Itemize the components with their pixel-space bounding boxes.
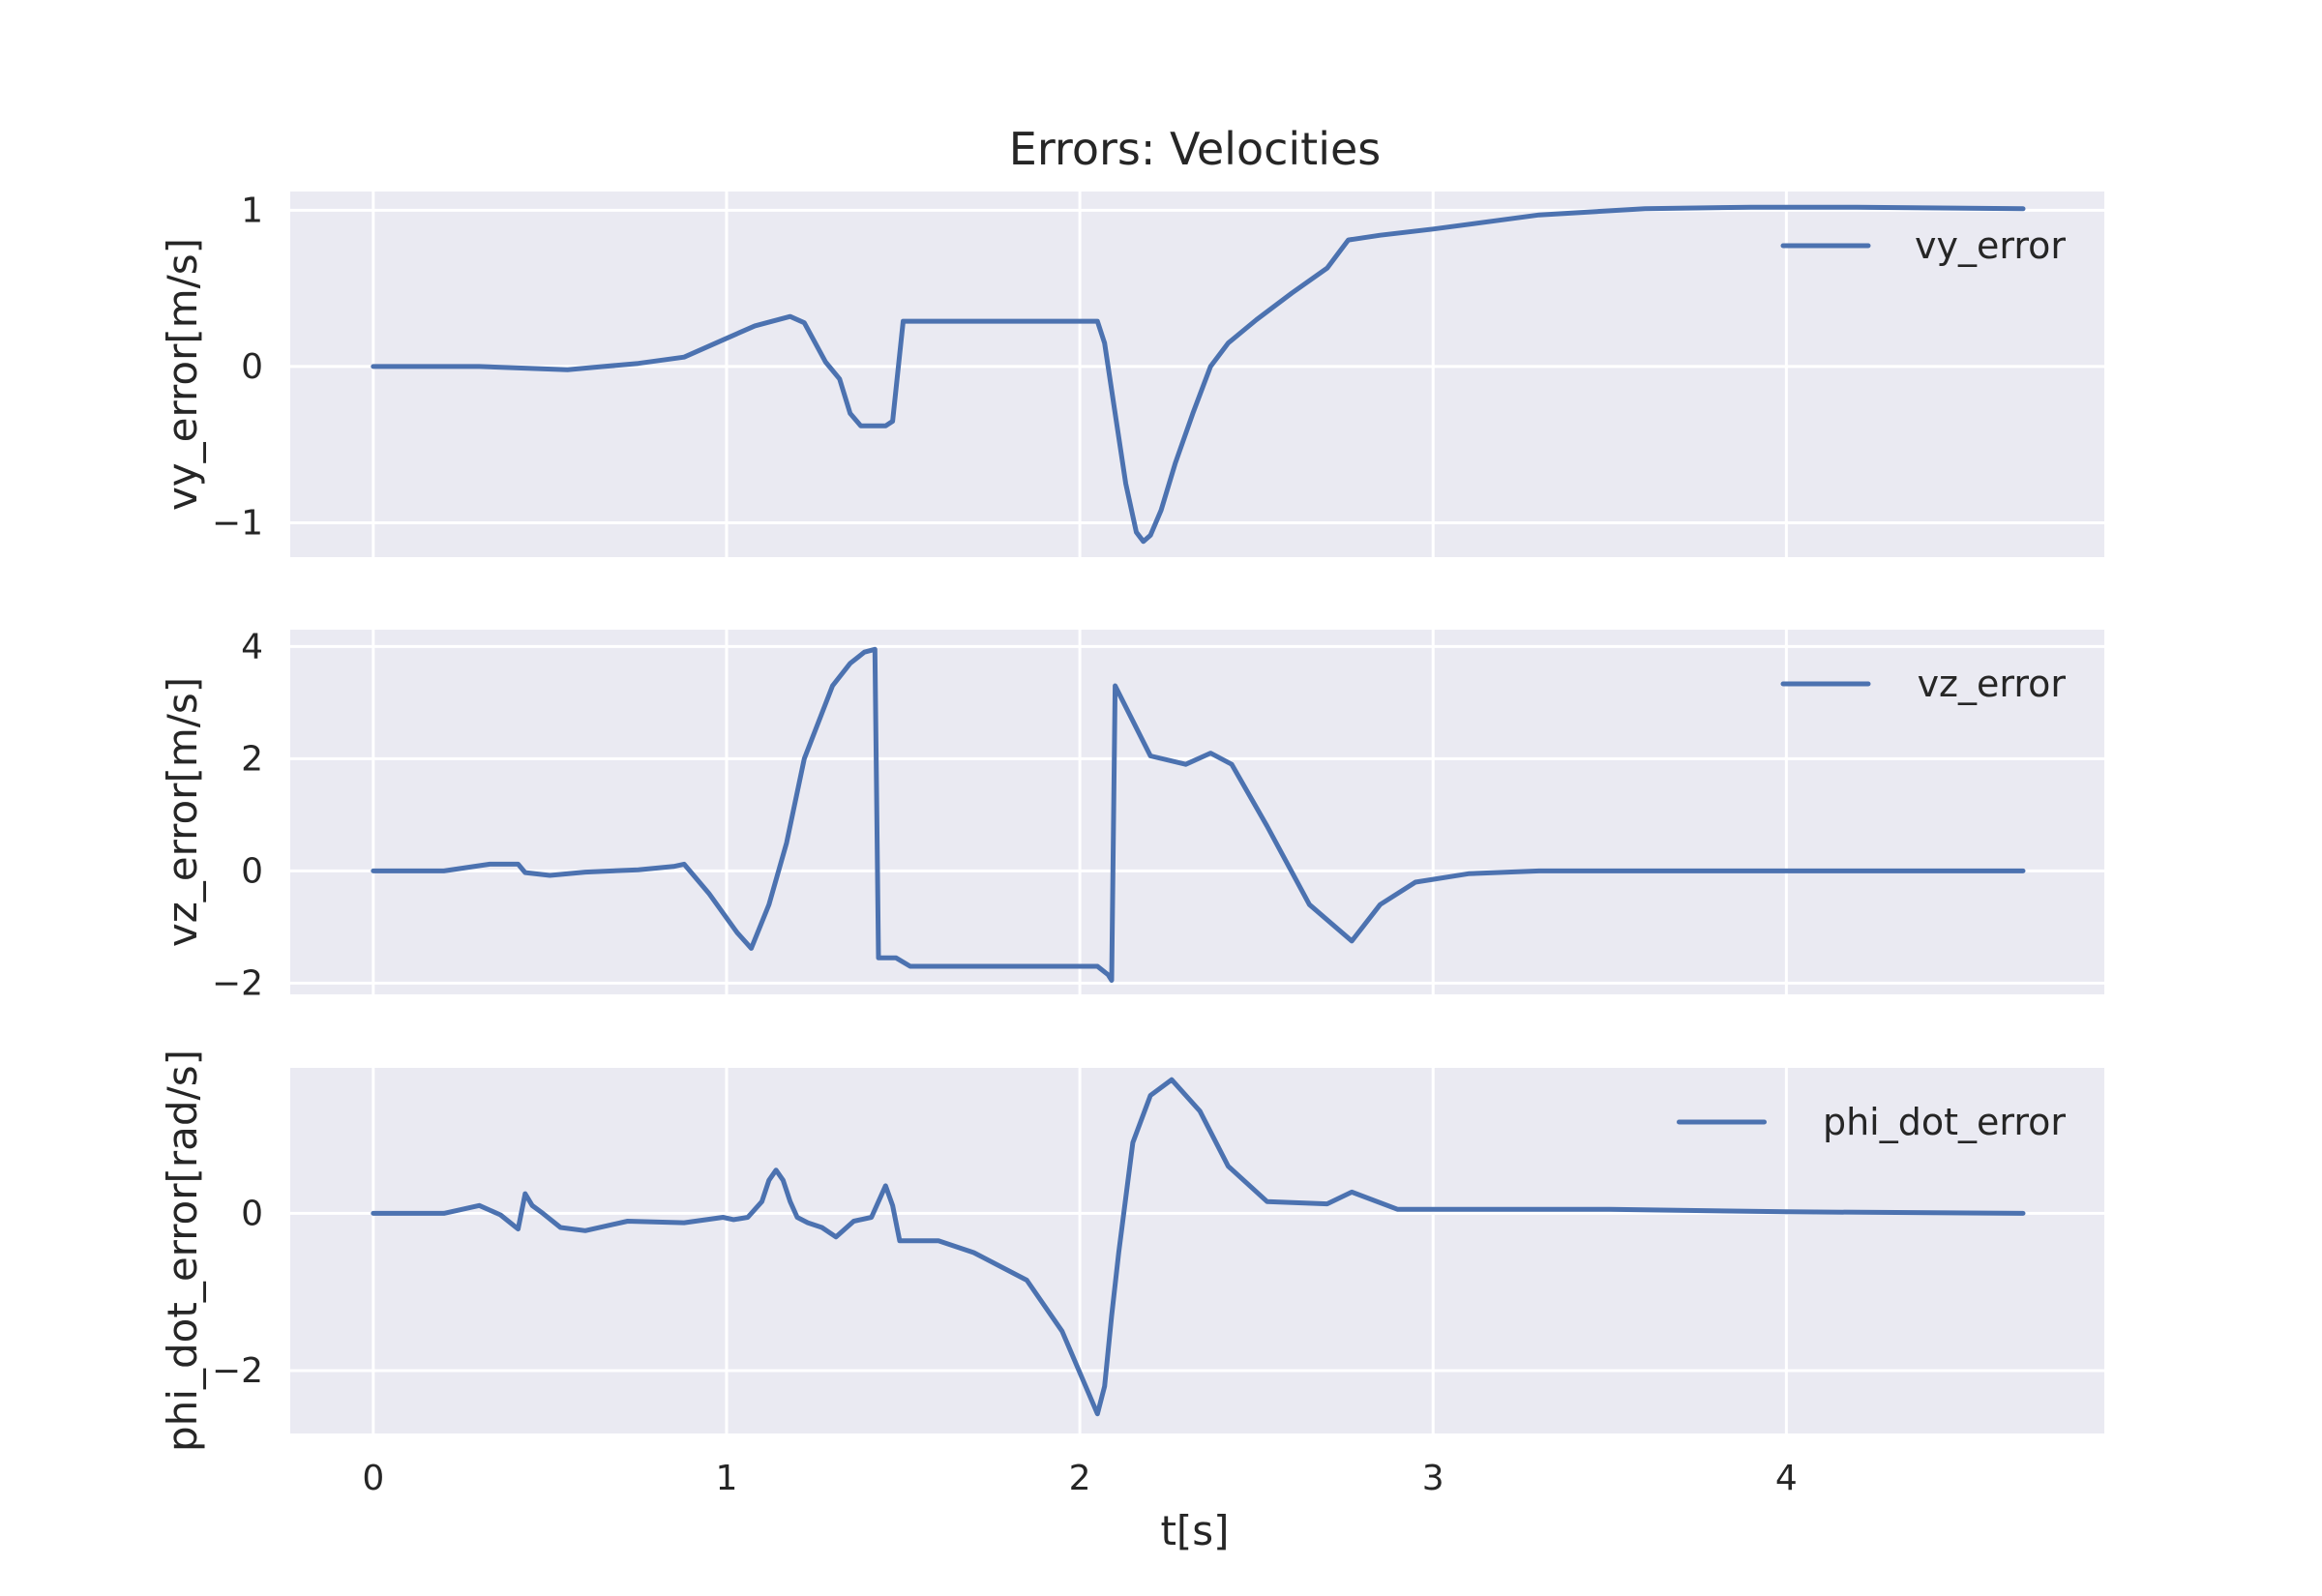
- legend-label: vy_error: [1915, 224, 2066, 267]
- y-axis-label: phi_dot_error[rad/s]: [159, 1049, 206, 1452]
- x-tick-label: 0: [362, 1459, 384, 1498]
- plot-background: [290, 192, 2104, 557]
- subplot-1: −1 0 1 vy_error[m/s] vy_error: [159, 191, 2104, 557]
- y-tick-label: −2: [212, 963, 263, 1003]
- y-tick-label: −1: [212, 503, 263, 543]
- subplot-3: −2 0 phi_dot_error[rad/s] phi_dot_error 0 1 2 3…: [159, 1049, 2104, 1498]
- y-tick-label: 0: [241, 1194, 263, 1233]
- series-line-vy_error: [371, 204, 2026, 545]
- x-tick-label: 3: [1422, 1459, 1444, 1498]
- y-tick-label: 1: [241, 191, 263, 230]
- y-tick-label: 4: [241, 627, 263, 666]
- plot-background: [290, 1068, 2104, 1433]
- y-axis-label: vy_error[m/s]: [159, 238, 206, 511]
- x-tick-label: 1: [715, 1459, 737, 1498]
- y-tick-label: 2: [241, 739, 263, 779]
- subplot-2: −2 0 2 4 vz_error[m/s] vz_error: [159, 627, 2104, 1003]
- x-tick-label: 4: [1775, 1459, 1798, 1498]
- y-tick-label: −2: [212, 1351, 263, 1391]
- plot-background: [290, 630, 2104, 994]
- y-tick-label: 0: [241, 347, 263, 387]
- y-tick-label: 0: [241, 851, 263, 891]
- y-axis-label: vz_error[m/s]: [159, 677, 206, 947]
- chart-title: Errors: Velocities: [1009, 123, 1382, 175]
- legend-label: phi_dot_error: [1823, 1101, 2066, 1143]
- series-line-vz_error: [371, 646, 2026, 983]
- x-tick-label: 2: [1069, 1459, 1091, 1498]
- series-line-phi_dot_error: [371, 1077, 2026, 1417]
- legend-label: vz_error: [1918, 663, 2067, 705]
- x-axis-label: t[s]: [1160, 1507, 1229, 1554]
